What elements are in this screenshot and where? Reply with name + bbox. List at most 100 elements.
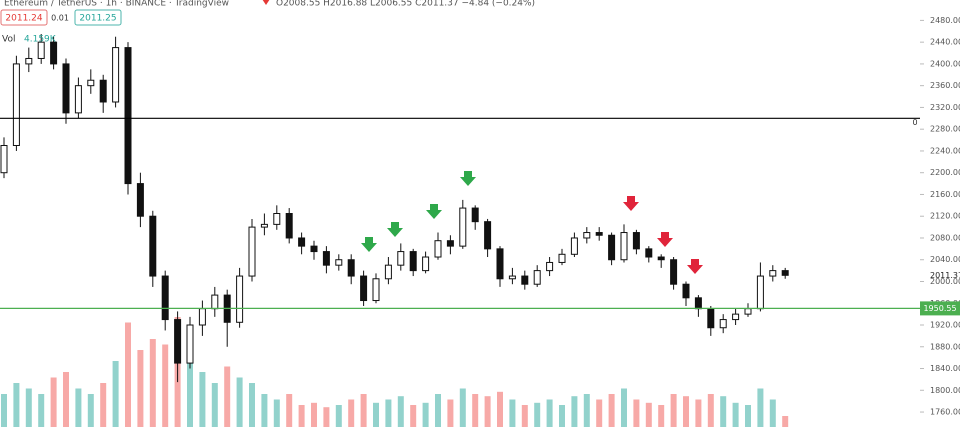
candle-body — [285, 213, 293, 239]
candle-body — [298, 237, 306, 247]
volume-bar — [13, 383, 20, 427]
ask: 2011.25 — [79, 14, 116, 24]
candle-body — [136, 183, 144, 217]
candle-body — [25, 57, 33, 65]
candle-layer — [0, 33, 789, 383]
volume-bar — [472, 394, 479, 427]
volume-bar — [484, 396, 491, 427]
volume-bar — [199, 372, 206, 427]
volume-bar — [757, 388, 764, 427]
volume-bar — [224, 366, 231, 427]
volume-bar — [397, 396, 404, 427]
volume-bar — [236, 377, 243, 427]
candle-body — [508, 275, 516, 280]
candle-body — [657, 256, 665, 261]
candle-body — [707, 308, 715, 329]
volume-value: 4.159K — [24, 35, 57, 45]
volume-bar — [645, 402, 652, 427]
volume-bar — [187, 361, 193, 427]
candle-body — [422, 256, 430, 272]
y-tick-label: 1760.00 — [930, 408, 960, 417]
line-label: 0 — [912, 118, 917, 127]
candle-body — [74, 85, 82, 114]
y-tick-label: 2400.00 — [930, 59, 960, 68]
green-arrow — [387, 222, 403, 237]
candle-body — [310, 245, 318, 253]
candle-body — [236, 275, 244, 323]
y-tick-label: 2440.00 — [930, 38, 960, 47]
candle-body — [459, 207, 467, 247]
volume-bar — [410, 405, 417, 427]
volume-bar — [435, 394, 441, 427]
candle-body — [595, 232, 603, 236]
volume-bar — [782, 416, 789, 427]
volume-bar — [745, 405, 751, 427]
candle-body — [112, 47, 120, 103]
candle-body — [149, 215, 157, 277]
candle-body — [12, 63, 20, 147]
volume-bar — [596, 399, 603, 427]
price-label-box — [920, 301, 960, 316]
green-arrow — [426, 204, 442, 219]
volume-bar — [249, 383, 255, 427]
volume-bar — [422, 402, 429, 427]
red-arrow — [657, 232, 673, 247]
candle-body — [211, 294, 219, 310]
annotation-arrows — [361, 171, 703, 274]
volume-bar — [658, 405, 665, 427]
candle-body — [62, 63, 70, 114]
volume-bar — [87, 394, 94, 427]
candle-body — [521, 275, 529, 285]
candle-body — [781, 270, 789, 276]
candle-body — [496, 248, 504, 280]
candle-body — [719, 319, 727, 329]
spread: 0.01 — [51, 14, 69, 23]
volume-bar — [459, 388, 466, 427]
y-tick-label: 2120.00 — [930, 212, 960, 221]
volume-bar — [769, 399, 776, 427]
y-tick-label: 2080.00 — [930, 233, 960, 242]
volume-bar — [38, 394, 45, 427]
candle-body — [682, 283, 690, 299]
candle-body — [0, 145, 8, 174]
volume-bar — [559, 405, 565, 427]
chart-title: Ethereum / TetherUS · 1h · BINANCE · Tra… — [4, 0, 229, 9]
y-tick-label: 2480.00 — [930, 16, 960, 25]
candle-body — [174, 319, 182, 364]
candle-body — [583, 232, 591, 239]
candle-body — [756, 275, 764, 310]
candle-body — [446, 240, 454, 247]
y-tick-label: 2160.00 — [930, 190, 960, 199]
candle-body — [769, 270, 777, 277]
candle-body — [273, 213, 281, 225]
header-arrow — [262, 0, 270, 5]
y-tick-label: 2360.00 — [930, 81, 960, 90]
volume-bar — [583, 394, 590, 427]
volume-bar — [335, 405, 342, 427]
red-arrow — [623, 196, 639, 211]
candle-body — [248, 226, 256, 277]
candle-body — [632, 232, 640, 250]
last-price-label: 2011.37 — [930, 271, 960, 280]
candle-body — [471, 207, 479, 223]
y-tick-label: 1920.00 — [930, 321, 960, 330]
volume-bar — [521, 405, 528, 427]
y-tick-label: 1800.00 — [930, 386, 960, 395]
volume-bar — [695, 399, 702, 427]
candle-body — [322, 251, 330, 266]
candle-body — [558, 253, 566, 263]
candle-body — [198, 308, 206, 326]
y-tick-label: 2040.00 — [930, 255, 960, 264]
ohlc-text: O2008.55 H2016.88 L2006.55 C2011.37 −4.8… — [276, 0, 535, 9]
bid-box[interactable] — [0, 9, 48, 26]
volume-bar — [50, 377, 57, 427]
ask-box[interactable] — [74, 9, 122, 26]
volume-bar — [546, 399, 553, 427]
candle-body — [347, 259, 355, 277]
volume-bar — [571, 396, 578, 427]
y-tick-label: 1880.00 — [930, 342, 960, 351]
candle-body — [161, 275, 169, 321]
volume-bar — [311, 402, 317, 427]
volume-bar — [707, 394, 714, 427]
